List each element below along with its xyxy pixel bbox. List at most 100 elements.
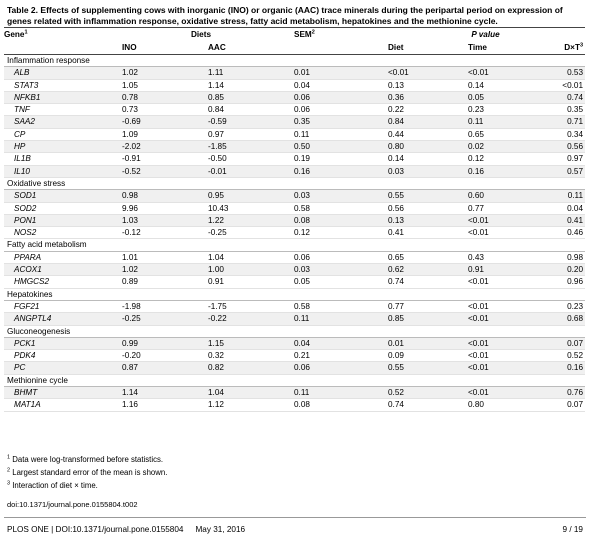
- cell-sem: 0.50: [294, 140, 386, 154]
- cell-diet: 0.74: [386, 398, 466, 412]
- cell-gene: IL10: [4, 165, 108, 178]
- cell-aac: 1.04: [206, 251, 294, 265]
- cell-dxt: 0.35: [542, 103, 586, 117]
- cell-sem: 0.35: [294, 115, 386, 129]
- table-row: ALB 1.02 1.11 0.01 <0.01 <0.01 0.53: [4, 66, 586, 80]
- table-row: HMGCS2 0.89 0.91 0.05 0.74 <0.01 0.96: [4, 275, 586, 289]
- cell-gene: SAA2: [4, 115, 108, 129]
- cell-aac: 1.14: [206, 79, 294, 92]
- cell-dxt: 0.20: [542, 263, 586, 277]
- cell-aac: -1.75: [206, 300, 294, 314]
- cell-ino: 0.99: [108, 337, 206, 351]
- cell-dxt: 0.16: [542, 361, 586, 375]
- cell-sem: 0.03: [294, 263, 386, 277]
- cell-ino: -0.12: [108, 226, 206, 240]
- cell-time: 0.91: [466, 263, 542, 277]
- cell-time: <0.01: [466, 275, 542, 289]
- table-row: ACOX1 1.02 1.00 0.03 0.62 0.91 0.20: [4, 263, 586, 277]
- cell-dxt: 0.34: [542, 128, 586, 142]
- cell-dxt: 0.23: [542, 300, 586, 314]
- cell-ino: 1.01: [108, 251, 206, 265]
- pvalue-header: P value: [386, 27, 586, 41]
- cell-gene: IL1B: [4, 152, 108, 166]
- table-row: SOD2 9.96 10.43 0.58 0.56 0.77 0.04: [4, 202, 586, 215]
- cell-diet: 0.55: [386, 189, 466, 203]
- footer-journal: PLOS ONE | DOI:10.1371/journal.pone.0155…: [7, 525, 184, 534]
- cell-aac: 1.22: [206, 214, 294, 228]
- cell-aac: 1.00: [206, 263, 294, 277]
- cell-dxt: 0.11: [542, 189, 586, 203]
- cell-gene: ALB: [4, 66, 108, 80]
- cell-ino: -1.98: [108, 300, 206, 314]
- cell-gene: PPARA: [4, 251, 108, 265]
- cell-dxt: 0.76: [542, 386, 586, 400]
- cell-dxt: 0.68: [542, 312, 586, 326]
- cell-diet: 0.03: [386, 165, 466, 178]
- cell-time: 0.77: [466, 202, 542, 215]
- group-label: Methionine cycle: [4, 373, 586, 388]
- cell-time: <0.01: [466, 66, 542, 80]
- cell-ino: 0.89: [108, 275, 206, 289]
- cell-gene: ACOX1: [4, 263, 108, 277]
- cell-time: <0.01: [466, 361, 542, 375]
- cell-diet: 0.41: [386, 226, 466, 240]
- table-title: Effects of supplementing cows with inorg…: [7, 5, 563, 26]
- cell-ino: -0.69: [108, 115, 206, 129]
- group-row: Hepatokines: [4, 287, 586, 301]
- cell-diet: 0.09: [386, 349, 466, 363]
- cell-aac: 1.15: [206, 337, 294, 351]
- table-row: PCK1 0.99 1.15 0.04 0.01 <0.01 0.07: [4, 337, 586, 351]
- group-row: Methionine cycle: [4, 373, 586, 388]
- group-row: Inflammation response: [4, 53, 586, 68]
- cell-time: <0.01: [466, 349, 542, 363]
- dxt-header: D×T3: [542, 41, 586, 55]
- table-row: NFKB1 0.78 0.85 0.06 0.36 0.05 0.74: [4, 91, 586, 105]
- cell-aac: -1.85: [206, 140, 294, 154]
- cell-sem: 0.12: [294, 226, 386, 240]
- cell-dxt: 0.41: [542, 214, 586, 228]
- table-row: PDK4 -0.20 0.32 0.21 0.09 <0.01 0.52: [4, 349, 586, 363]
- cell-sem: 0.04: [294, 337, 386, 351]
- cell-ino: 0.78: [108, 91, 206, 105]
- cell-dxt: 0.53: [542, 66, 586, 80]
- table-row: PPARA 1.01 1.04 0.06 0.65 0.43 0.98: [4, 251, 586, 265]
- cell-diet: 0.80: [386, 140, 466, 154]
- cell-time: <0.01: [466, 312, 542, 326]
- cell-ino: 1.02: [108, 66, 206, 80]
- cell-diet: 0.22: [386, 103, 466, 117]
- table-row: BHMT 1.14 1.04 0.11 0.52 <0.01 0.76: [4, 386, 586, 400]
- header-row-sub: INO AAC Diet Time D×T3: [4, 41, 586, 55]
- cell-ino: -0.25: [108, 312, 206, 326]
- cell-time: <0.01: [466, 214, 542, 228]
- cell-diet: 0.56: [386, 202, 466, 215]
- cell-ino: -0.52: [108, 165, 206, 178]
- cell-gene: NFKB1: [4, 91, 108, 105]
- group-row: Fatty acid metabolism: [4, 238, 586, 252]
- table-row: PC 0.87 0.82 0.06 0.55 <0.01 0.16: [4, 361, 586, 375]
- cell-aac: 0.84: [206, 103, 294, 117]
- cell-diet: 0.55: [386, 361, 466, 375]
- cell-ino: 1.09: [108, 128, 206, 142]
- cell-sem: 0.03: [294, 189, 386, 203]
- cell-diet: 0.84: [386, 115, 466, 129]
- cell-dxt: 0.74: [542, 91, 586, 105]
- footer-date: May 31, 2016: [195, 525, 246, 534]
- table-row: NOS2 -0.12 -0.25 0.12 0.41 <0.01 0.46: [4, 226, 586, 240]
- cell-aac: 1.11: [206, 66, 294, 80]
- cell-dxt: 0.07: [542, 337, 586, 351]
- cell-time: <0.01: [466, 337, 542, 351]
- cell-dxt: 0.52: [542, 349, 586, 363]
- footnote-2: 2 Largest standard error of the mean is …: [7, 467, 168, 477]
- cell-dxt: 0.97: [542, 152, 586, 166]
- cell-aac: 0.97: [206, 128, 294, 142]
- cell-sem: 0.58: [294, 202, 386, 215]
- cell-aac: 0.32: [206, 349, 294, 363]
- page-footer: PLOS ONE | DOI:10.1371/journal.pone.0155…: [7, 525, 583, 534]
- table-row: SOD1 0.98 0.95 0.03 0.55 0.60 0.11: [4, 189, 586, 203]
- group-label: Inflammation response: [4, 53, 586, 68]
- cell-gene: PON1: [4, 214, 108, 228]
- group-label: Fatty acid metabolism: [4, 238, 586, 252]
- cell-sem: 0.06: [294, 251, 386, 265]
- table-row: TNF 0.73 0.84 0.06 0.22 0.23 0.35: [4, 103, 586, 117]
- cell-diet: 0.77: [386, 300, 466, 314]
